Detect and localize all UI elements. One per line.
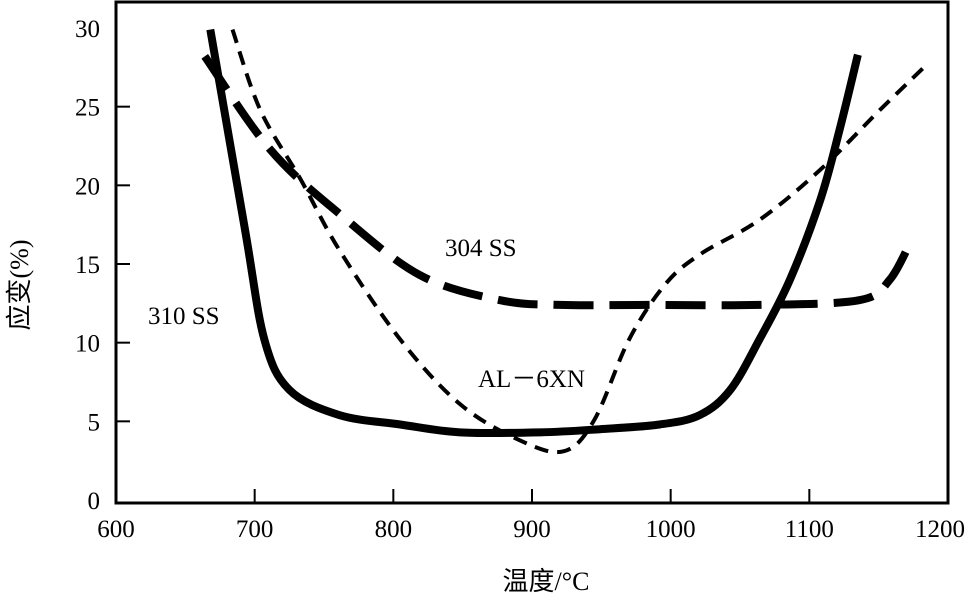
y-axis: 0 5 10 15 20 25 30 xyxy=(75,16,130,515)
y-axis-title: 应变(%) xyxy=(5,240,34,331)
x-axis-title: 温度/°C xyxy=(503,567,590,596)
annotation-al6xn: AL－6XN xyxy=(478,366,585,393)
y-tick-label: 5 xyxy=(88,409,101,436)
x-axis: 600 700 800 900 1000 1100 1200 xyxy=(97,489,965,543)
x-tick-label: 1000 xyxy=(646,516,696,543)
plot-frame xyxy=(114,0,950,505)
y-tick-label: 10 xyxy=(75,331,100,358)
x-tick-label: 1100 xyxy=(785,516,834,543)
series-line-0 xyxy=(206,28,862,438)
y-tick-label: 15 xyxy=(75,252,100,279)
annotation-310ss: 310 SS xyxy=(148,303,220,330)
x-tick-label: 800 xyxy=(375,516,413,543)
series-group xyxy=(201,28,929,455)
x-tick-label: 1200 xyxy=(915,516,965,543)
x-tick-label: 900 xyxy=(513,516,551,543)
y-tick-label: 25 xyxy=(75,95,100,122)
y-tick-label: 20 xyxy=(75,173,100,200)
series-line-1 xyxy=(201,54,916,310)
annotation-304ss: 304 SS xyxy=(445,235,517,262)
y-tick-label: 30 xyxy=(75,16,100,43)
x-tick-label: 600 xyxy=(97,516,135,543)
x-tick-label: 700 xyxy=(236,516,274,543)
y-tick-label: 0 xyxy=(88,488,101,515)
